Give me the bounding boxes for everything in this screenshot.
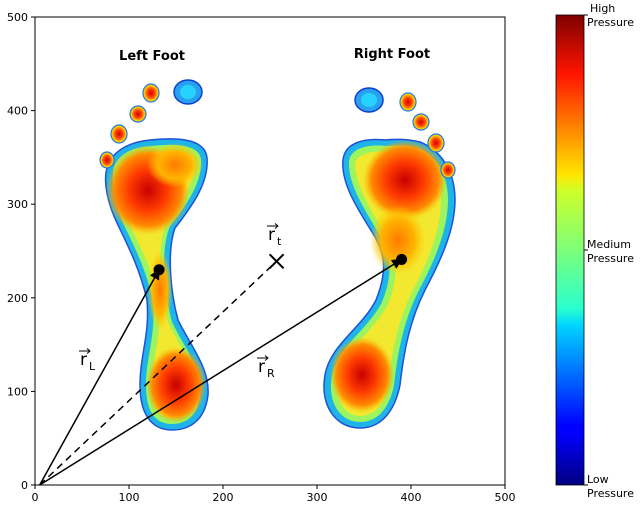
point-target xyxy=(268,253,285,270)
left-toe-4 xyxy=(110,124,128,144)
x-tick-label: 0 xyxy=(32,491,39,504)
right-toe-5 xyxy=(440,161,456,179)
vector-r-l xyxy=(39,268,160,486)
x-axis: 0 100 200 300 400 500 xyxy=(32,485,516,504)
right-toe-3 xyxy=(412,113,430,131)
svg-text:r: r xyxy=(258,357,265,377)
y-tick-label: 400 xyxy=(7,105,28,118)
svg-text:r: r xyxy=(80,350,87,370)
svg-text:R: R xyxy=(267,367,275,380)
x-tick-label: 100 xyxy=(119,491,140,504)
x-tick-label: 500 xyxy=(495,491,516,504)
left-midfoot-warm xyxy=(148,250,172,330)
x-tick-label: 300 xyxy=(307,491,328,504)
right-toe-2 xyxy=(399,92,417,112)
point-right-cop xyxy=(396,253,408,265)
left-toe-1-core xyxy=(180,85,196,99)
right-forefoot-hot xyxy=(363,140,447,220)
x-tick-label: 200 xyxy=(213,491,234,504)
svg-text:t: t xyxy=(277,235,282,248)
left-heel-hot xyxy=(146,347,206,423)
left-ball-hot xyxy=(147,143,203,187)
left-toe-2 xyxy=(142,83,160,103)
colorbar-mid-label-1: Medium xyxy=(587,238,631,251)
y-tick-label: 300 xyxy=(7,198,28,211)
colorbar-low-label-1: Low xyxy=(587,473,609,486)
svg-text:r: r xyxy=(268,225,275,245)
right-toe-1-core xyxy=(361,93,377,107)
x-tick-label: 400 xyxy=(401,491,422,504)
vector-r-r xyxy=(39,258,403,486)
svg-text:L: L xyxy=(89,360,96,373)
vector-r-t xyxy=(39,260,278,486)
colorbar-mid-label-2: Pressure xyxy=(587,252,634,265)
y-tick-label: 0 xyxy=(21,479,28,492)
right-foot-print xyxy=(323,87,456,429)
vector-labels-layer: r Lr tr R xyxy=(79,223,282,380)
right-heel-hot xyxy=(330,337,394,413)
point-left-cop xyxy=(153,264,165,276)
y-tick-label: 200 xyxy=(7,292,28,305)
y-tick-label: 500 xyxy=(7,11,28,24)
left-toe-3 xyxy=(129,105,147,123)
colorbar-high-label-2: Pressure xyxy=(587,16,634,29)
y-axis: 0 100 200 300 400 500 xyxy=(7,11,35,492)
right-midfoot-warm xyxy=(370,205,426,275)
colorbar-gradient xyxy=(555,14,585,486)
right-toe-4 xyxy=(427,133,445,153)
colorbar-high-label-1: High xyxy=(590,2,615,15)
right-foot-label: Right Foot xyxy=(354,47,430,62)
colorbar: High Pressure Medium Pressure Low Pressu… xyxy=(555,2,634,500)
y-tick-label: 100 xyxy=(7,385,28,398)
left-toe-5 xyxy=(99,151,115,169)
markers-layer xyxy=(153,253,408,276)
colorbar-low-label-2: Pressure xyxy=(587,487,634,500)
left-foot-label: Left Foot xyxy=(119,49,185,64)
vectors-layer xyxy=(39,258,403,486)
